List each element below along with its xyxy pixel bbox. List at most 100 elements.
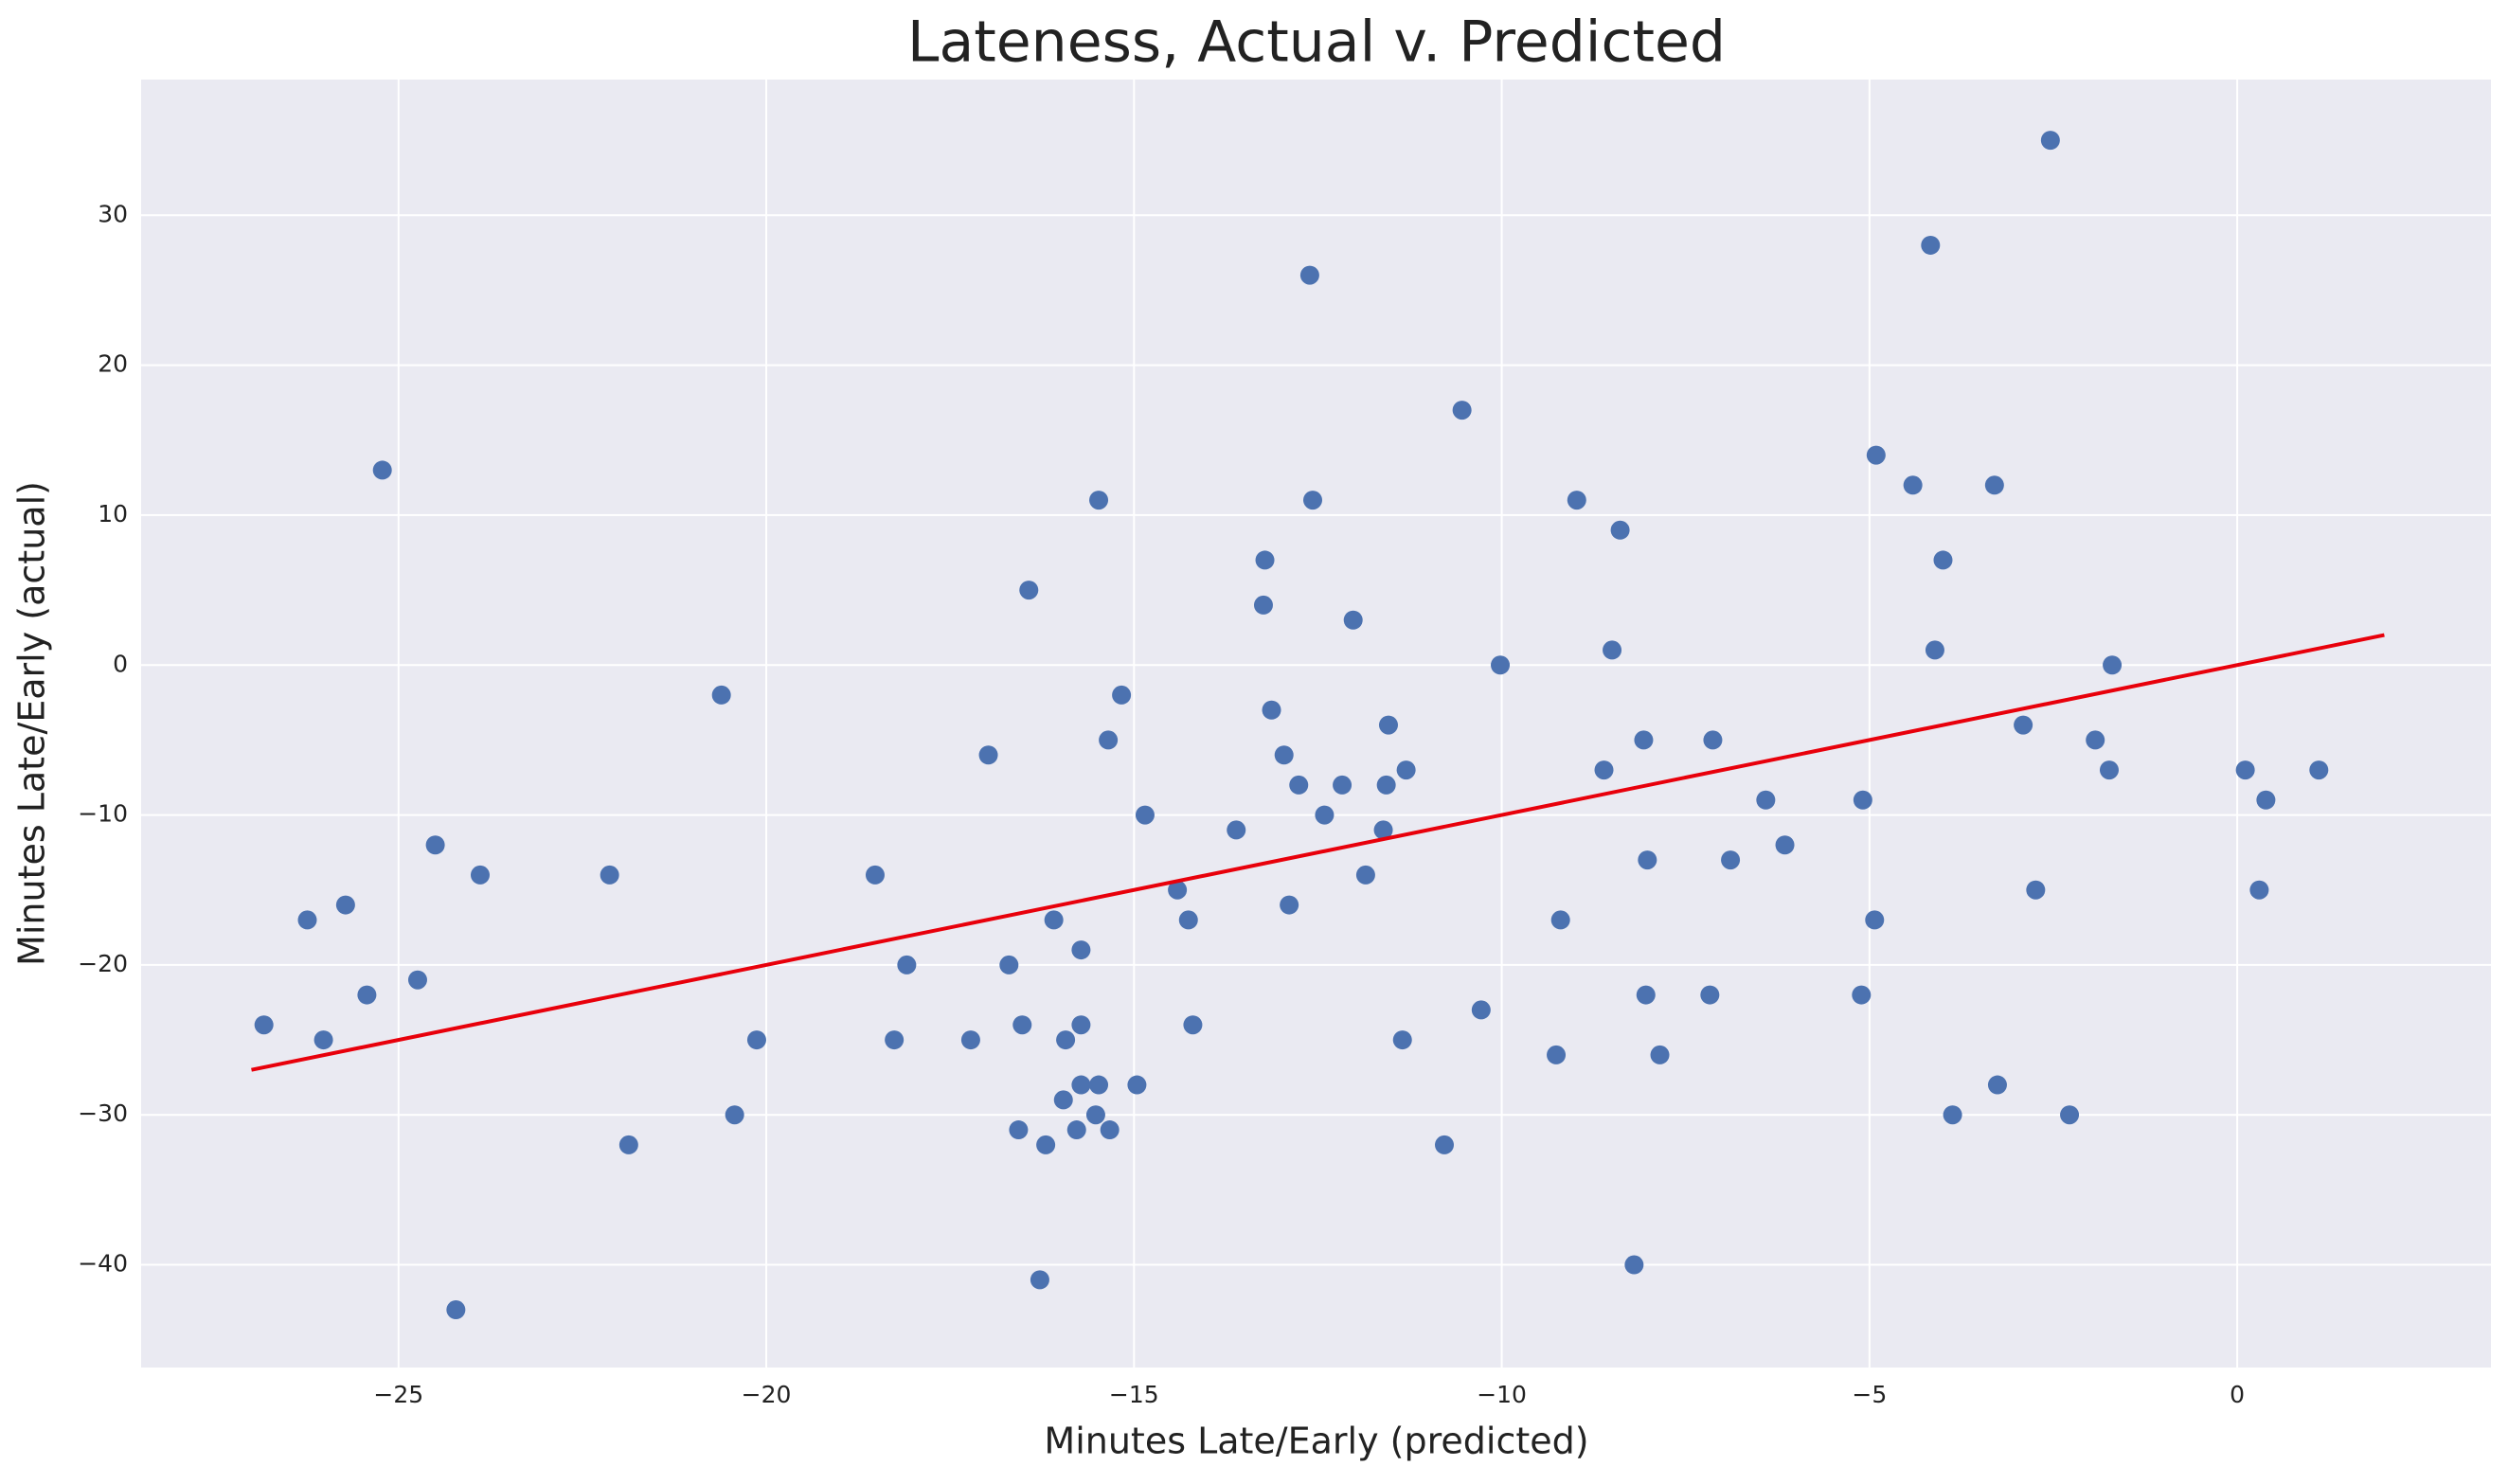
point — [1056, 1030, 1076, 1050]
y-tick-label: 10 — [98, 500, 128, 527]
point — [2099, 760, 2119, 780]
y-axis-label: Minutes Late/Early (actual) — [11, 481, 53, 966]
point — [2026, 880, 2046, 900]
point — [1085, 1105, 1105, 1125]
point — [1343, 610, 1363, 630]
point — [1089, 491, 1109, 510]
x-tick-label: −10 — [1477, 1381, 1527, 1408]
point — [999, 955, 1019, 974]
point — [2060, 1105, 2080, 1125]
point — [1280, 895, 1299, 915]
point — [1333, 775, 1353, 795]
point — [1253, 595, 1273, 615]
point — [1112, 685, 1132, 705]
y-tick-label: 0 — [113, 650, 128, 677]
point — [1921, 235, 1941, 255]
point — [1262, 700, 1281, 720]
point — [1984, 475, 2004, 495]
x-tick-label: −5 — [1852, 1381, 1887, 1408]
point — [2235, 760, 2255, 780]
x-tick-label: −15 — [1109, 1381, 1159, 1408]
point — [1636, 985, 1656, 1005]
point — [1392, 1030, 1412, 1050]
point — [254, 1015, 274, 1035]
point — [1274, 745, 1294, 765]
point — [978, 745, 998, 765]
point — [1853, 790, 1872, 810]
point — [746, 1030, 766, 1050]
point — [1183, 1015, 1203, 1035]
point — [960, 1030, 980, 1050]
point — [1227, 820, 1246, 840]
point — [1376, 775, 1396, 795]
point — [1396, 760, 1416, 780]
point — [2249, 880, 2269, 900]
point — [335, 895, 355, 915]
point — [1299, 265, 1319, 285]
point — [1303, 491, 1323, 510]
point — [1987, 1075, 2007, 1095]
point — [1089, 1075, 1109, 1095]
point — [1491, 655, 1511, 675]
point — [297, 910, 317, 930]
point — [1019, 581, 1039, 600]
point — [1775, 835, 1795, 855]
point — [1355, 865, 1375, 885]
point — [1603, 640, 1622, 660]
point — [1012, 1015, 1032, 1035]
point — [1933, 550, 1953, 570]
point — [1721, 850, 1741, 870]
point — [1550, 910, 1570, 930]
y-tick-label: −30 — [78, 1100, 128, 1127]
point — [314, 1030, 333, 1050]
y-tick-label: 20 — [98, 350, 128, 378]
point — [425, 835, 445, 855]
point — [372, 460, 392, 480]
point — [1624, 1255, 1644, 1275]
point — [1634, 730, 1654, 750]
point — [1044, 910, 1064, 930]
point — [407, 970, 427, 990]
point — [2103, 655, 2123, 675]
point — [1903, 475, 1923, 495]
chart-title: Lateness, Actual v. Predicted — [907, 9, 1726, 76]
point — [1071, 1015, 1091, 1035]
point — [1852, 985, 1872, 1005]
point — [1610, 520, 1630, 540]
point — [1594, 760, 1614, 780]
point — [470, 865, 490, 885]
point — [2309, 760, 2329, 780]
point — [1127, 1075, 1147, 1095]
point — [1178, 910, 1198, 930]
point — [885, 1030, 905, 1050]
point — [2040, 131, 2060, 151]
point — [1547, 1045, 1567, 1064]
fit-line — [251, 633, 2385, 1072]
y-tick-label: −40 — [78, 1250, 128, 1278]
point — [1255, 550, 1275, 570]
point — [1567, 491, 1586, 510]
point — [2086, 730, 2105, 750]
point — [1030, 1270, 1049, 1290]
plot-area — [141, 80, 2491, 1368]
x-axis-label: Minutes Late/Early (predicted) — [1044, 1421, 1588, 1462]
point — [1373, 820, 1393, 840]
point — [897, 955, 917, 974]
point — [2014, 715, 2033, 735]
point — [1865, 910, 1885, 930]
point — [1066, 1120, 1086, 1140]
point — [1378, 715, 1398, 735]
point — [1100, 1120, 1120, 1140]
point — [1452, 401, 1472, 420]
point — [711, 685, 731, 705]
point — [1943, 1105, 1962, 1125]
point — [1168, 880, 1188, 900]
point — [1925, 640, 1944, 660]
point — [1866, 445, 1886, 465]
x-tick-label: 0 — [2230, 1381, 2245, 1408]
y-tick-label: 30 — [98, 200, 128, 227]
point — [618, 1135, 638, 1154]
point — [1471, 1000, 1491, 1020]
